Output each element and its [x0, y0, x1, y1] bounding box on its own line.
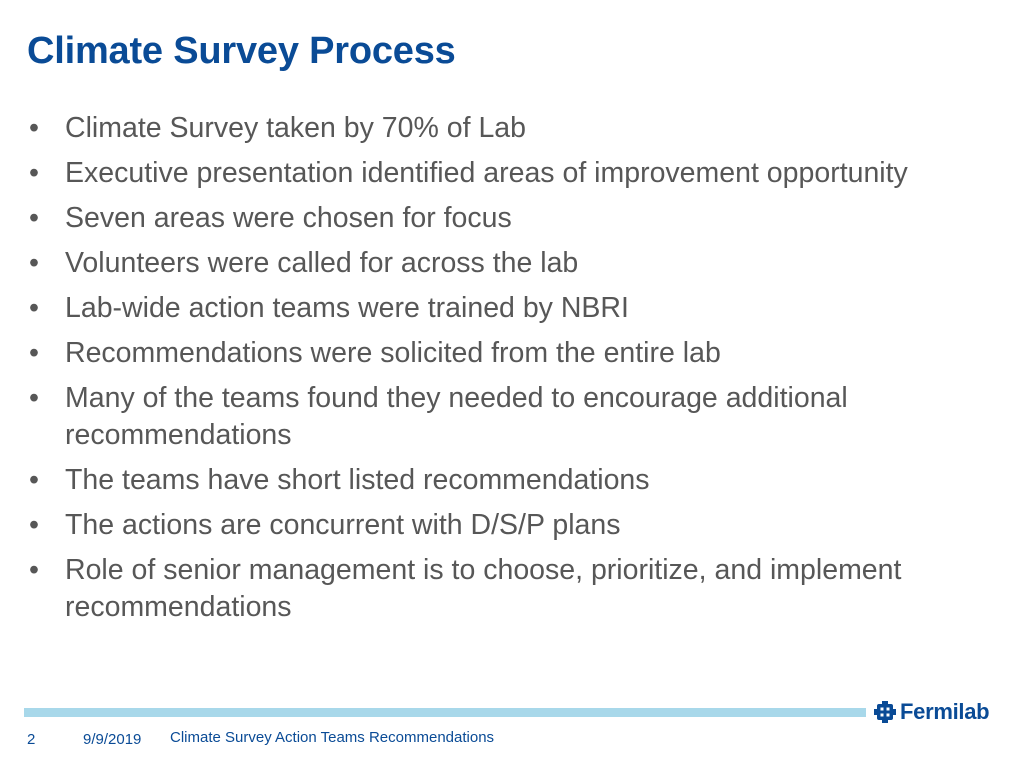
bullet-marker: •	[29, 382, 39, 414]
bullet-marker: •	[29, 157, 39, 189]
bullet-item: • Volunteers were called for across the …	[28, 245, 1003, 282]
bullet-list: • Climate Survey taken by 70% of Lab • E…	[28, 110, 1003, 634]
bullet-marker: •	[29, 509, 39, 541]
bullet-text: Climate Survey taken by 70% of Lab	[65, 112, 526, 144]
footer-divider-bar	[24, 708, 866, 717]
bullet-text: Seven areas were chosen for focus	[65, 202, 512, 234]
bullet-text: The actions are concurrent with D/S/P pl…	[65, 509, 621, 541]
bullet-marker: •	[29, 292, 39, 324]
bullet-item: • Executive presentation identified area…	[28, 155, 1003, 192]
footer-presentation-title: Climate Survey Action Teams Recommendati…	[170, 729, 495, 746]
fermilab-logo: Fermilab	[874, 699, 990, 725]
bullet-item: • Many of the teams found they needed to…	[28, 380, 1003, 454]
bullet-text: Recommendations were solicited from the …	[65, 337, 721, 369]
bullet-marker: •	[29, 337, 39, 369]
bullet-marker: •	[29, 112, 39, 144]
bullet-text: Executive presentation identified areas …	[65, 157, 908, 189]
bullet-item: • Climate Survey taken by 70% of Lab	[28, 110, 1003, 147]
bullet-text: Role of senior management is to choose, …	[65, 554, 902, 623]
bullet-item: • Seven areas were chosen for focus	[28, 200, 1003, 237]
bullet-item: • The actions are concurrent with D/S/P …	[28, 507, 1003, 544]
slide-title: Climate Survey Process	[27, 30, 456, 72]
bullet-item: • Lab-wide action teams were trained by …	[28, 290, 1003, 327]
bullet-item: • Role of senior management is to choose…	[28, 552, 1003, 626]
bullet-marker: •	[29, 464, 39, 496]
bullet-item: • The teams have short listed recommenda…	[28, 462, 1003, 499]
fermilab-logo-icon	[874, 701, 896, 723]
bullet-text: The teams have short listed recommendati…	[65, 464, 650, 496]
bullet-marker: •	[29, 247, 39, 279]
bullet-marker: •	[29, 554, 39, 586]
bullet-item: • Recommendations were solicited from th…	[28, 335, 1003, 372]
bullet-text: Volunteers were called for across the la…	[65, 247, 579, 279]
bullet-text: Many of the teams found they needed to e…	[65, 382, 848, 451]
bullet-marker: •	[29, 202, 39, 234]
page-number: 2	[27, 731, 36, 748]
bullet-text: Lab-wide action teams were trained by NB…	[65, 292, 629, 324]
fermilab-logo-text: Fermilab	[900, 699, 990, 724]
footer-date: 9/9/2019	[83, 731, 142, 748]
